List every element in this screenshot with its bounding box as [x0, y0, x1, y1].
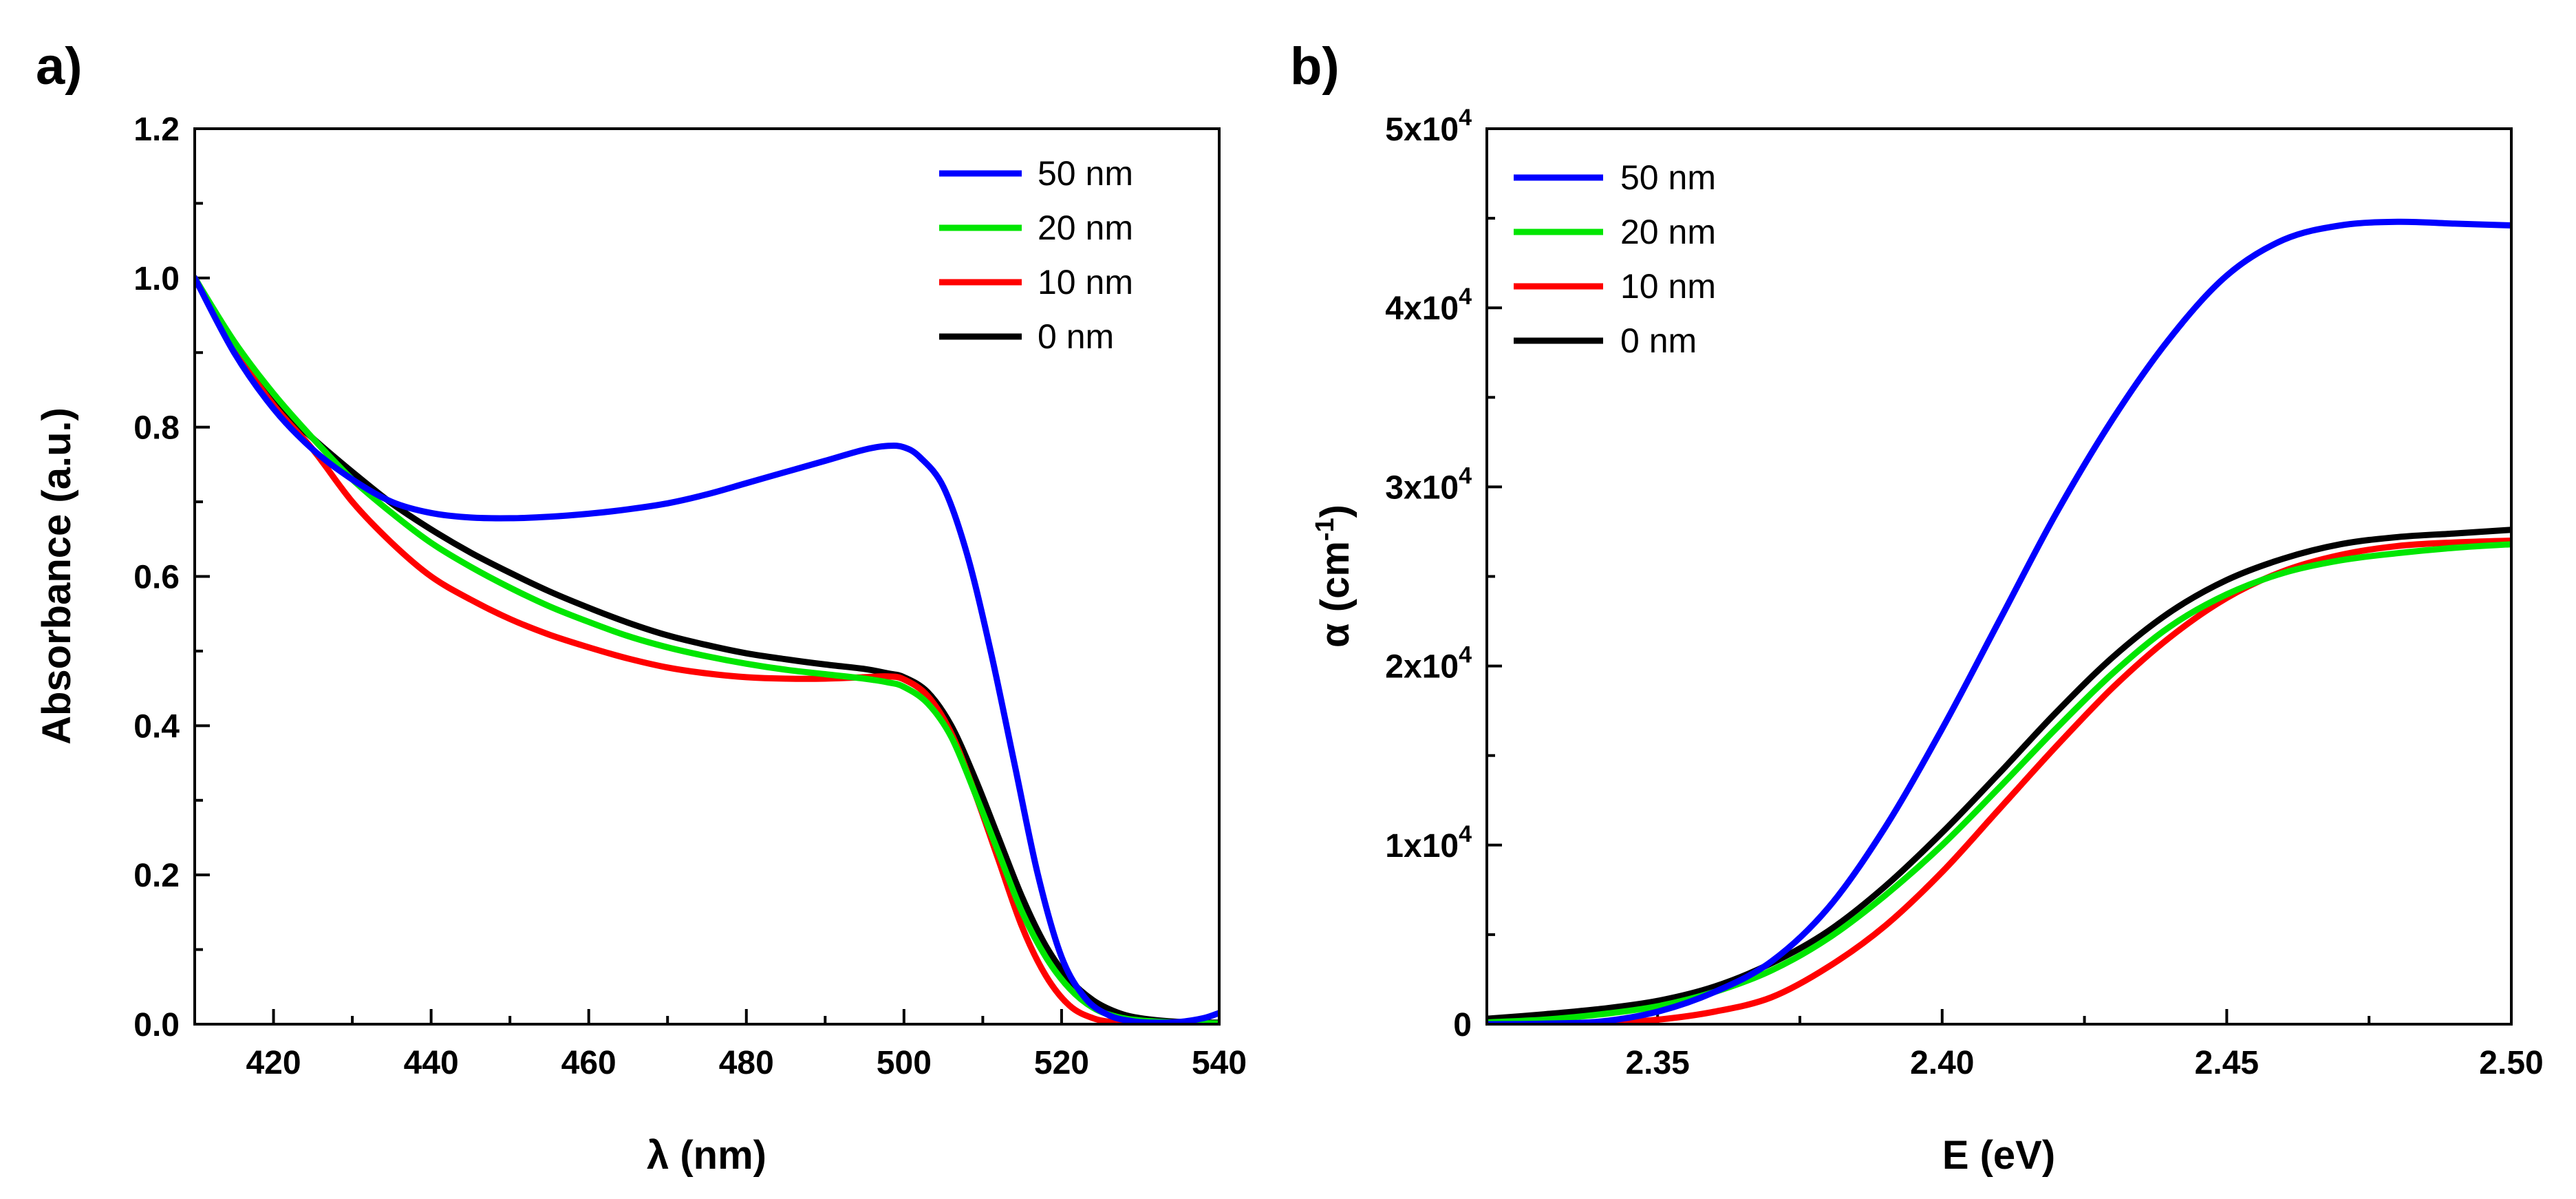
panel-a-y-tick-label: 0.8 [133, 410, 180, 447]
panel-b-series-line-0-nm [1487, 527, 2511, 1022]
panel-b-legend-label: 20 nm [1620, 213, 1716, 251]
panel-a-series [195, 275, 1219, 1024]
panel-a-legend-label: 50 nm [1038, 154, 1133, 193]
panel-a-x-axis-title: λ (nm) [647, 1133, 766, 1178]
panel-a-x-tick-label: 420 [246, 1045, 301, 1081]
panel-b-y-axis-title-main: α (cm [1313, 541, 1357, 648]
panel-a-y-tick-label: 1.2 [133, 112, 180, 148]
panel-a-series-line-50-nm [195, 275, 1219, 1024]
panel-a-legend-label: 10 nm [1038, 263, 1133, 301]
panel-a-y-axis-title: Absorbance (a.u.) [34, 407, 79, 745]
panel-b-absorption-coefficient-chart: b) 2.35 2.40 2.45 2.50 0 1x104 2x104 3x104 4x104… [1290, 37, 2544, 1178]
panel-b-plot-frame [1485, 127, 2513, 1026]
panel-b-x-tick-label: 2.35 [1625, 1045, 1689, 1081]
panel-b-x-tick-label: 2.45 [2195, 1045, 2259, 1081]
panel-a-series-line-20-nm [195, 275, 1219, 1024]
panel-b-x-tick-label: 2.40 [1910, 1045, 1974, 1081]
panel-a-x-tick-label: 440 [404, 1045, 459, 1081]
panel-b-y-axis-title-superscript: -1 [1311, 518, 1340, 541]
panel-b-y-tick-label: 1x104 [1385, 821, 1472, 864]
panel-a-label: a) [36, 37, 83, 96]
panel-b-legend: 50 nm 20 nm 10 nm 0 nm [1514, 158, 1716, 360]
panel-a-axes: 420 440 460 480 500 520 540 0.0 0.2 0.4 0.6 0.8 1.0 1… [133, 112, 1247, 1081]
panel-b-y-tick-label: 5x104 [1385, 105, 1472, 148]
panel-b-series [1487, 218, 2511, 1024]
panel-b-legend-label: 50 nm [1620, 158, 1716, 197]
panel-b-y-axis-title: α (cm-1) [1311, 505, 1357, 648]
panel-b-series-line-10-nm [1487, 538, 2511, 1024]
panel-a-legend: 50 nm 20 nm 10 nm 0 nm [939, 154, 1133, 356]
panel-a-series-line-10-nm [195, 275, 1219, 1024]
panel-a-y-tick-label: 0.0 [133, 1007, 180, 1043]
panel-a-x-tick-label: 460 [561, 1045, 616, 1081]
panel-a-absorbance-chart: a) 420 440 460 480 500 520 540 0.0 0.2 0.4 0.6 0.8 1… [34, 37, 1247, 1178]
panel-b-y-tick-label: 3x104 [1385, 463, 1472, 506]
panel-a-x-tick-label: 540 [1192, 1045, 1247, 1081]
panel-a-x-tick-label: 520 [1034, 1045, 1089, 1081]
panel-b-y-tick-label: 0 [1453, 1007, 1472, 1043]
panel-a-y-tick-label: 1.0 [133, 261, 180, 297]
panel-b-legend-label: 10 nm [1620, 267, 1716, 306]
panel-a-x-tick-label: 480 [719, 1045, 774, 1081]
panel-a-y-tick-label: 0.4 [133, 708, 180, 745]
panel-b-x-axis-title: E (eV) [1942, 1133, 2055, 1178]
panel-b-y-tick-label: 2x104 [1385, 642, 1472, 686]
panel-a-plot-frame [193, 127, 1221, 1026]
panel-b-legend-label: 0 nm [1620, 321, 1697, 360]
panel-b-label: b) [1290, 37, 1340, 96]
panel-a-x-tick-label: 500 [877, 1045, 932, 1081]
panel-b-y-axis-title-close: ) [1313, 505, 1357, 518]
panel-a-legend-label: 0 nm [1038, 317, 1114, 356]
panel-b-x-tick-label: 2.50 [2479, 1045, 2543, 1081]
panel-a-y-tick-label: 0.2 [133, 858, 180, 894]
panel-b-series-line-50-nm [1487, 218, 2511, 1024]
panel-a-legend-label: 20 nm [1038, 209, 1133, 247]
panel-b-series-line-20-nm [1487, 541, 2511, 1024]
panel-b-y-tick-label: 4x104 [1385, 284, 1472, 327]
panel-b-axes: 2.35 2.40 2.45 2.50 0 1x104 2x104 3x104 4x104 5x1… [1385, 105, 2543, 1081]
panel-a-y-tick-label: 0.6 [133, 560, 180, 596]
